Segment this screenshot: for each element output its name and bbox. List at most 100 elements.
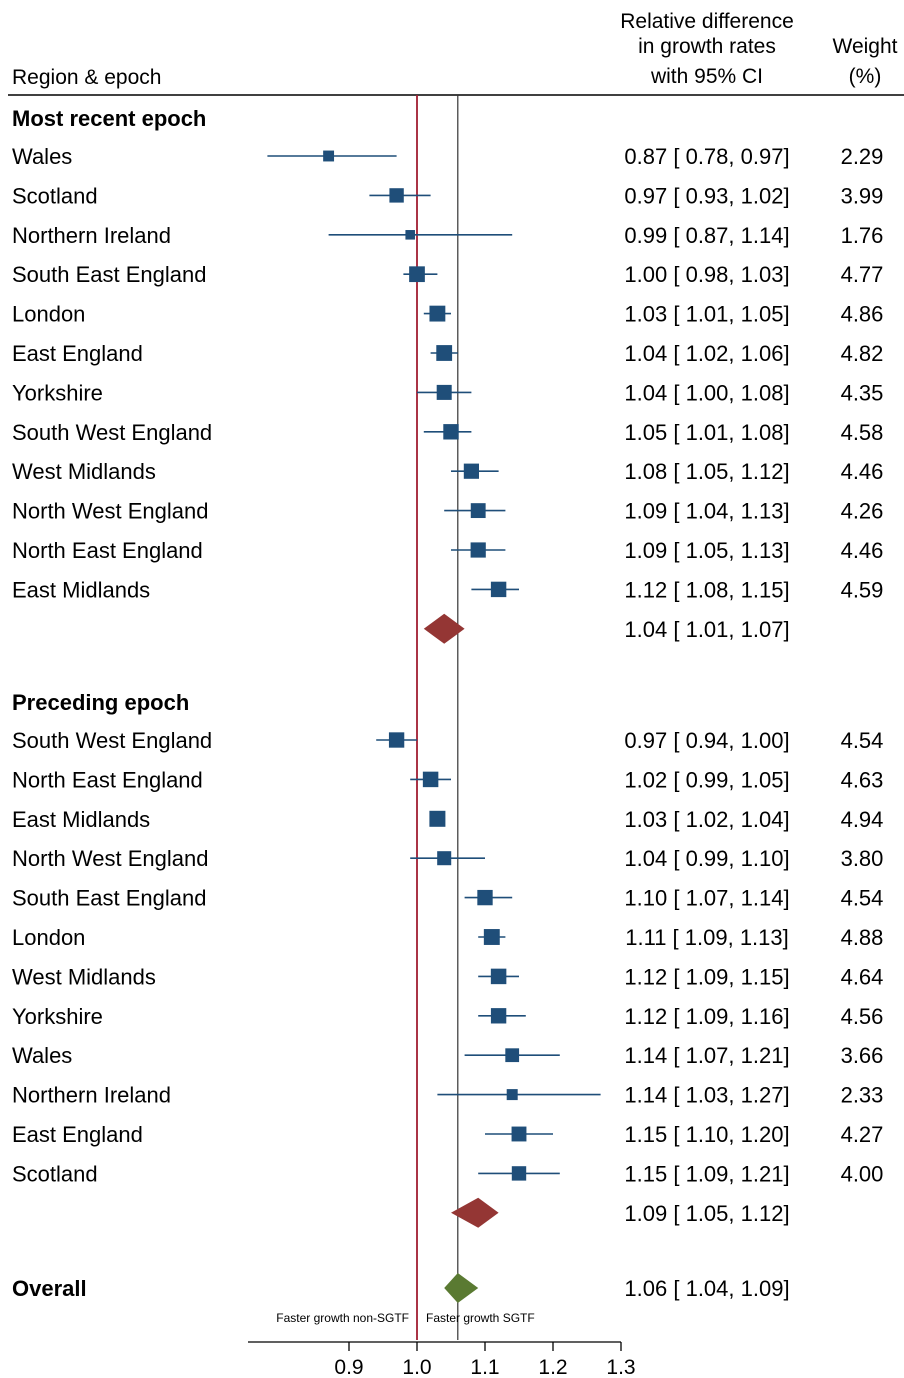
x-tick-label: 1.3: [606, 1356, 635, 1378]
row-label: East Midlands: [12, 577, 150, 602]
point-marker: [422, 771, 439, 788]
row-label: East England: [12, 341, 143, 366]
row-ci-text: 1.12 [ 1.09, 1.15]: [624, 964, 789, 989]
point-marker: [477, 889, 493, 906]
row-weight: 4.94: [841, 807, 884, 832]
row-label: West Midlands: [12, 459, 156, 484]
row-weight: 4.58: [841, 420, 884, 445]
row-weight: 4.54: [841, 886, 884, 911]
summary-diamond: [451, 1197, 499, 1228]
row-label: London: [12, 925, 85, 950]
row-weight: 4.64: [841, 964, 884, 989]
row-label: Yorkshire: [12, 1004, 103, 1029]
summary-ci-text: 1.09 [ 1.05, 1.12]: [624, 1201, 789, 1226]
overall-diamond: [444, 1273, 479, 1303]
point-marker: [443, 424, 459, 440]
overall-ci-text: 1.06 [ 1.04, 1.09]: [624, 1276, 789, 1301]
row-label: South West England: [12, 728, 212, 753]
row-weight: 4.86: [841, 302, 884, 327]
point-marker: [463, 463, 480, 479]
row-ci-text: 1.04 [ 1.02, 1.06]: [624, 341, 789, 366]
effect-column-header-line3: with 95% CI: [650, 65, 763, 88]
row-weight: 4.26: [841, 499, 884, 524]
point-marker: [429, 810, 446, 827]
row-ci-text: 0.99 [ 0.87, 1.14]: [624, 223, 789, 248]
group-header: Preceding epoch: [12, 690, 189, 715]
row-ci-text: 1.12 [ 1.09, 1.16]: [624, 1004, 789, 1029]
point-marker: [409, 266, 425, 283]
row-label: West Midlands: [12, 964, 156, 989]
row-label: North East England: [12, 767, 203, 792]
row-weight: 4.82: [841, 341, 884, 366]
point-marker: [323, 150, 335, 162]
region-column-header: Region & epoch: [12, 66, 161, 89]
row-ci-text: 1.14 [ 1.07, 1.21]: [624, 1043, 789, 1068]
row-weight: 4.46: [841, 538, 884, 563]
row-weight: 4.00: [841, 1161, 884, 1186]
row-label: South West England: [12, 420, 212, 445]
row-label: East Midlands: [12, 807, 150, 832]
point-marker: [389, 188, 404, 203]
row-ci-text: 0.97 [ 0.94, 1.00]: [624, 728, 789, 753]
row-label: North East England: [12, 538, 203, 563]
row-ci-text: 1.04 [ 1.00, 1.08]: [624, 380, 789, 405]
effect-column-header-line1: Relative difference: [620, 10, 794, 33]
row-weight: 4.88: [841, 925, 884, 950]
row-ci-text: 1.09 [ 1.05, 1.13]: [624, 538, 789, 563]
row-weight: 3.66: [841, 1043, 884, 1068]
weight-column-header-line1: Weight: [833, 35, 898, 58]
row-weight: 4.77: [841, 262, 884, 287]
point-marker: [505, 1048, 520, 1063]
point-marker: [470, 542, 486, 558]
point-marker: [388, 732, 405, 748]
point-marker: [405, 230, 415, 240]
row-label: Wales: [12, 1043, 72, 1068]
point-marker: [483, 929, 500, 945]
point-marker: [429, 305, 446, 322]
row-ci-text: 1.03 [ 1.01, 1.05]: [624, 302, 789, 327]
row-label: South East England: [12, 262, 206, 287]
x-tick-label: 1.0: [402, 1356, 431, 1378]
row-label: North West England: [12, 846, 208, 871]
row-weight: 4.63: [841, 767, 884, 792]
row-ci-text: 1.11 [ 1.09, 1.13]: [625, 925, 789, 950]
row-ci-text: 1.00 [ 0.98, 1.03]: [624, 262, 789, 287]
row-ci-text: 1.15 [ 1.10, 1.20]: [624, 1122, 789, 1147]
row-weight: 4.35: [841, 380, 884, 405]
row-ci-text: 1.05 [ 1.01, 1.08]: [624, 420, 789, 445]
point-marker: [511, 1166, 527, 1181]
row-label: North West England: [12, 499, 208, 524]
forest-rows: Most recent epoch Wales 0.87 [ 0.78, 0.97]…: [12, 106, 883, 1303]
x-tick-label: 0.9: [334, 1356, 363, 1378]
row-weight: 4.54: [841, 728, 884, 753]
row-ci-text: 0.87 [ 0.78, 0.97]: [624, 144, 789, 169]
point-marker: [470, 503, 486, 519]
row-label: East England: [12, 1122, 143, 1147]
row-ci-text: 1.12 [ 1.08, 1.15]: [624, 577, 789, 602]
row-label: London: [12, 302, 85, 327]
point-marker: [436, 345, 453, 361]
row-ci-text: 1.10 [ 1.07, 1.14]: [624, 886, 789, 911]
row-label: South East England: [12, 886, 206, 911]
row-label: Northern Ireland: [12, 223, 171, 248]
row-weight: 2.29: [841, 144, 884, 169]
row-ci-text: 1.04 [ 0.99, 1.10]: [624, 846, 789, 871]
point-marker: [490, 1008, 507, 1024]
row-ci-text: 1.15 [ 1.09, 1.21]: [624, 1161, 789, 1186]
point-marker: [490, 581, 507, 598]
effect-column-header-line2: in growth rates: [638, 35, 776, 58]
row-weight: 4.27: [841, 1122, 884, 1147]
row-weight: 3.80: [841, 846, 884, 871]
annotation-left: Faster growth non-SGTF: [276, 1311, 409, 1325]
weight-column-header-line2: (%): [849, 65, 882, 88]
row-weight: 3.99: [841, 183, 884, 208]
row-ci-text: 1.08 [ 1.05, 1.12]: [624, 459, 789, 484]
point-marker: [506, 1089, 518, 1101]
x-axis: 0.9 1.0 1.1 1.2 1.3: [248, 1341, 636, 1378]
row-label: Scotland: [12, 183, 98, 208]
annotation-right: Faster growth SGTF: [426, 1311, 535, 1325]
row-weight: 4.46: [841, 459, 884, 484]
x-tick-label: 1.1: [470, 1356, 499, 1378]
row-ci-text: 1.14 [ 1.03, 1.27]: [624, 1083, 789, 1108]
